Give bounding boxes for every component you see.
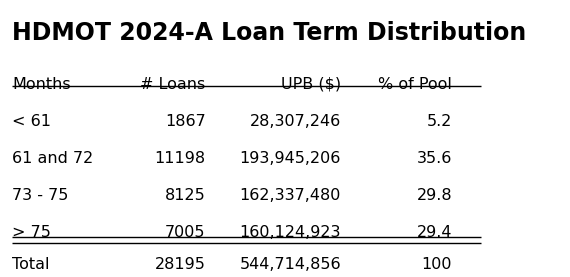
Text: HDMOT 2024-A Loan Term Distribution: HDMOT 2024-A Loan Term Distribution	[13, 21, 527, 45]
Text: 162,337,480: 162,337,480	[239, 188, 341, 203]
Text: 28195: 28195	[155, 257, 206, 272]
Text: 5.2: 5.2	[427, 114, 452, 129]
Text: 7005: 7005	[165, 225, 206, 240]
Text: 11198: 11198	[154, 151, 206, 166]
Text: UPB ($): UPB ($)	[281, 77, 341, 92]
Text: 544,714,856: 544,714,856	[239, 257, 341, 272]
Text: 61 and 72: 61 and 72	[13, 151, 93, 166]
Text: 1867: 1867	[165, 114, 206, 129]
Text: # Loans: # Loans	[140, 77, 206, 92]
Text: % of Pool: % of Pool	[378, 77, 452, 92]
Text: 29.8: 29.8	[417, 188, 452, 203]
Text: 160,124,923: 160,124,923	[239, 225, 341, 240]
Text: 8125: 8125	[165, 188, 206, 203]
Text: < 61: < 61	[13, 114, 51, 129]
Text: 29.4: 29.4	[417, 225, 452, 240]
Text: 100: 100	[422, 257, 452, 272]
Text: > 75: > 75	[13, 225, 51, 240]
Text: Total: Total	[13, 257, 50, 272]
Text: 35.6: 35.6	[417, 151, 452, 166]
Text: 28,307,246: 28,307,246	[250, 114, 341, 129]
Text: 193,945,206: 193,945,206	[239, 151, 341, 166]
Text: 73 - 75: 73 - 75	[13, 188, 69, 203]
Text: Months: Months	[13, 77, 71, 92]
